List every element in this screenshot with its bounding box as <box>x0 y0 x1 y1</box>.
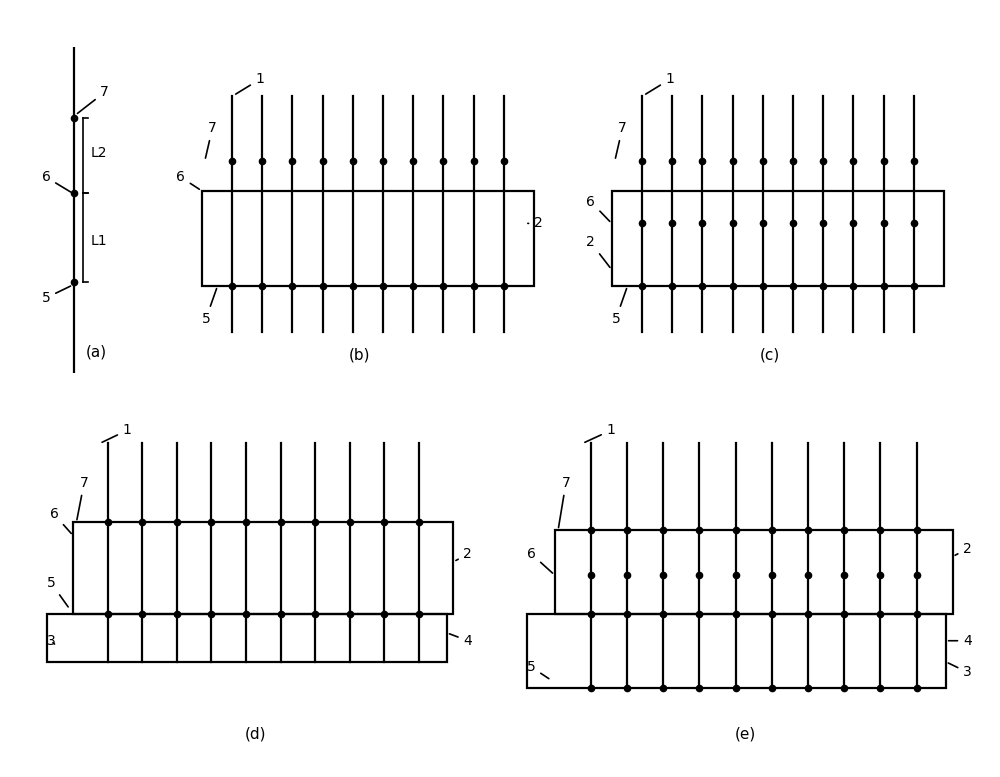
Bar <box>555 530 953 615</box>
Text: 1: 1 <box>236 72 264 94</box>
Text: 1: 1 <box>585 423 615 442</box>
Text: 4: 4 <box>949 634 972 648</box>
Text: 2: 2 <box>528 216 543 231</box>
Text: 6: 6 <box>176 170 199 190</box>
Bar <box>612 191 944 286</box>
Text: 5: 5 <box>202 288 217 326</box>
Text: 7: 7 <box>559 476 570 528</box>
Bar <box>73 522 453 615</box>
Bar <box>202 191 534 286</box>
Text: (a): (a) <box>85 345 106 360</box>
Text: 5: 5 <box>42 286 71 305</box>
Text: 3: 3 <box>948 663 972 679</box>
Text: 5: 5 <box>612 288 627 326</box>
Text: 5: 5 <box>47 576 68 607</box>
Text: 5: 5 <box>527 660 549 678</box>
Text: 1: 1 <box>646 72 674 94</box>
Text: 7: 7 <box>77 85 109 113</box>
Text: L2: L2 <box>90 145 107 160</box>
Text: 4: 4 <box>449 634 472 648</box>
Text: 2: 2 <box>456 547 472 561</box>
Text: 6: 6 <box>50 507 71 534</box>
Text: 7: 7 <box>615 121 627 159</box>
Text: (d): (d) <box>244 726 266 741</box>
Bar <box>47 615 447 662</box>
Text: 7: 7 <box>205 121 217 159</box>
Text: (e): (e) <box>734 726 756 741</box>
Text: 6: 6 <box>586 194 610 221</box>
Text: 6: 6 <box>42 170 71 192</box>
Text: 7: 7 <box>77 476 88 520</box>
Text: 2: 2 <box>586 235 610 267</box>
Text: 3: 3 <box>47 634 55 648</box>
Text: 2: 2 <box>955 542 972 556</box>
Text: L1: L1 <box>90 234 107 248</box>
Bar <box>527 615 946 688</box>
Text: 1: 1 <box>102 423 132 442</box>
Text: 6: 6 <box>527 547 553 573</box>
Text: (c): (c) <box>760 347 780 362</box>
Text: (b): (b) <box>349 347 371 362</box>
